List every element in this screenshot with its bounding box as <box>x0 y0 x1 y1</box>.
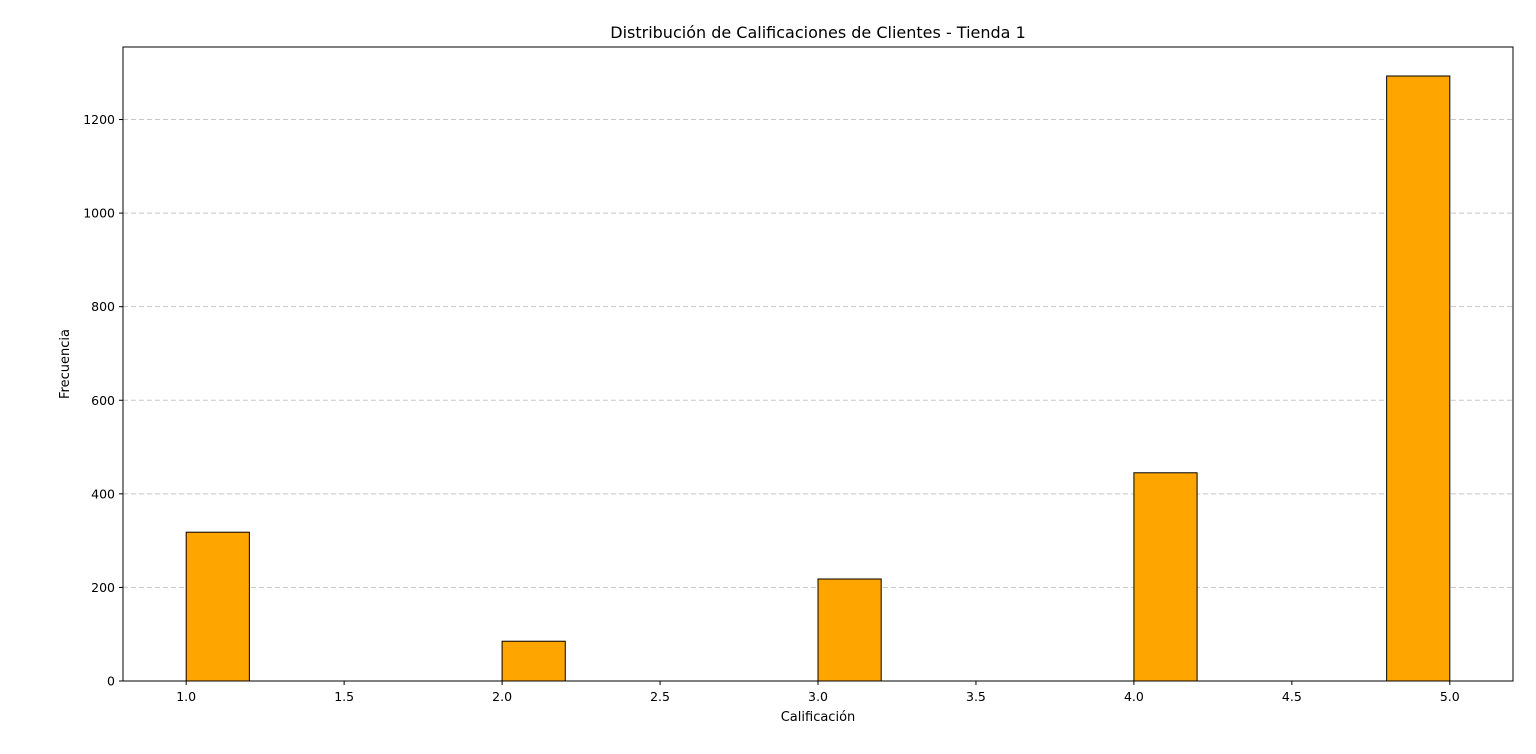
y-axis-label: Frecuencia <box>58 329 73 399</box>
y-tick-label: 1000 <box>83 206 115 221</box>
y-tick-label: 1200 <box>83 112 115 127</box>
x-tick-label: 4.5 <box>1282 689 1302 704</box>
x-tick-label: 1.5 <box>334 689 354 704</box>
x-tick-label: 5.0 <box>1440 689 1460 704</box>
x-tick-label: 3.0 <box>808 689 828 704</box>
y-tick-label: 0 <box>107 674 115 689</box>
histogram-bar <box>817 578 882 682</box>
x-axis-ticks: 1.0 1.5 2.0 2.5 3.0 3.5 4.0 4.5 5.0 <box>176 681 1460 704</box>
histogram-bar <box>1133 472 1198 682</box>
x-tick-label: 3.5 <box>966 689 986 704</box>
chart-title: Distribución de Calificaciones de Client… <box>610 23 1026 42</box>
bars <box>185 75 1451 682</box>
histogram-bar <box>185 531 250 682</box>
y-tick-label: 400 <box>91 486 115 501</box>
y-tick-label: 800 <box>91 299 115 314</box>
x-tick-label: 2.5 <box>650 689 670 704</box>
x-tick-label: 4.0 <box>1124 689 1144 704</box>
x-tick-label: 2.0 <box>492 689 512 704</box>
grid-lines <box>123 119 1513 588</box>
x-tick-label: 1.0 <box>176 689 196 704</box>
y-tick-label: 600 <box>91 393 115 408</box>
histogram-bar <box>1386 75 1451 682</box>
x-axis-label: Calificación <box>781 710 856 725</box>
y-tick-label: 200 <box>91 580 115 595</box>
y-axis-ticks: 0 200 400 600 800 1000 1200 <box>83 112 123 689</box>
histogram-bar <box>501 640 566 682</box>
